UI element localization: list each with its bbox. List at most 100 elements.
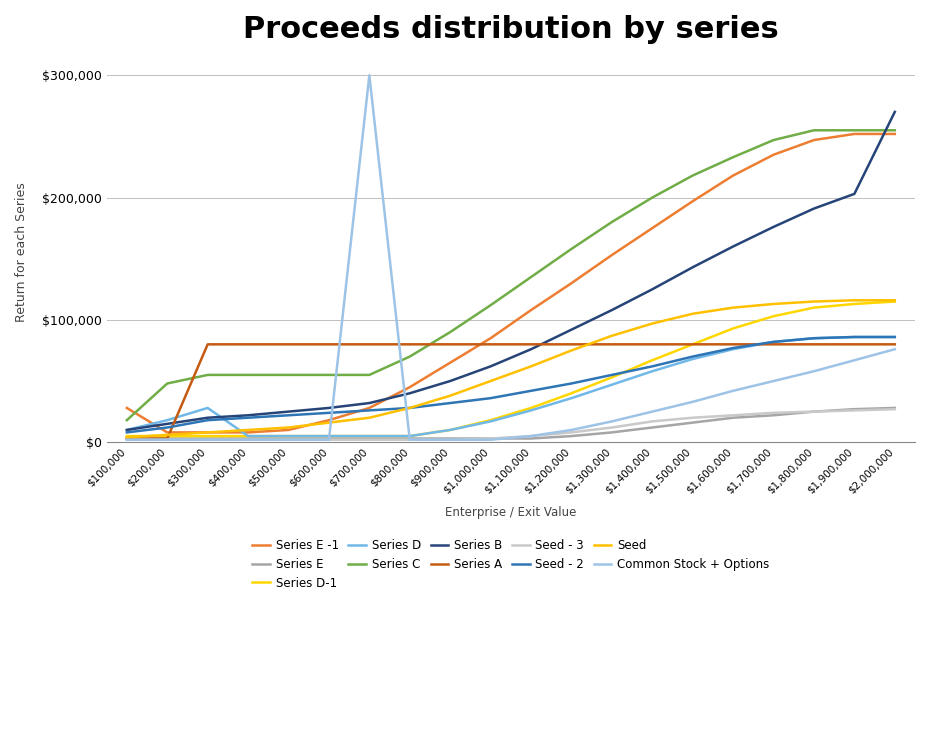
Common Stock + Options	[445, 435, 456, 444]
Series E -1	[606, 251, 618, 260]
Series B	[485, 362, 497, 370]
Line: Series C: Series C	[126, 130, 895, 420]
Series D-1	[485, 416, 497, 424]
Series E -1	[364, 404, 375, 412]
Series E -1	[889, 130, 900, 139]
Series D	[202, 404, 213, 412]
Series A	[808, 340, 819, 349]
Seed - 3	[525, 431, 537, 440]
Common Stock + Options	[324, 435, 335, 444]
Series D-1	[565, 388, 577, 398]
Series C	[768, 136, 779, 145]
Line: Seed - 3: Seed - 3	[126, 410, 895, 440]
Series E	[889, 404, 900, 412]
Series E -1	[808, 136, 819, 145]
Seed - 3	[324, 435, 335, 444]
Seed - 2	[162, 423, 173, 432]
Series D-1	[445, 425, 456, 434]
Seed - 3	[485, 434, 497, 443]
Seed - 3	[283, 435, 294, 444]
Series D-1	[606, 373, 618, 382]
Common Stock + Options	[121, 435, 132, 444]
Series E	[687, 418, 698, 427]
Line: Series D: Series D	[126, 337, 895, 436]
Seed - 3	[849, 406, 860, 415]
Series B	[808, 204, 819, 213]
Seed - 3	[162, 435, 173, 444]
Seed - 3	[202, 435, 213, 444]
Line: Series E -1: Series E -1	[126, 134, 895, 433]
Series E	[646, 423, 658, 432]
Series E -1	[121, 404, 132, 412]
Seed - 3	[889, 405, 900, 414]
Series E -1	[768, 150, 779, 159]
Series A	[202, 340, 213, 349]
Series C	[121, 416, 132, 424]
Series B	[768, 223, 779, 232]
Series E -1	[687, 196, 698, 206]
Series B	[727, 242, 738, 251]
Seed - 2	[243, 413, 254, 422]
Series A	[405, 340, 416, 349]
Series D-1	[646, 356, 658, 364]
Series E	[405, 434, 416, 443]
Series B	[565, 326, 577, 334]
Series A	[525, 340, 537, 349]
Series E	[243, 434, 254, 443]
Series D-1	[687, 340, 698, 349]
Series E -1	[162, 428, 173, 437]
Seed	[525, 362, 537, 370]
Seed - 2	[525, 386, 537, 395]
Series E	[485, 434, 497, 443]
Series A	[243, 340, 254, 349]
Seed - 2	[405, 404, 416, 412]
Series E	[768, 411, 779, 420]
Series B	[364, 398, 375, 407]
Seed - 2	[485, 394, 497, 403]
Series C	[485, 301, 497, 310]
Seed	[243, 425, 254, 434]
Seed - 2	[565, 379, 577, 388]
Series A	[606, 340, 618, 349]
Series C	[405, 352, 416, 361]
Seed - 2	[324, 408, 335, 417]
Series D	[646, 367, 658, 376]
Series E	[283, 434, 294, 443]
Series B	[405, 388, 416, 398]
Series D-1	[121, 431, 132, 440]
Common Stock + Options	[283, 435, 294, 444]
Common Stock + Options	[687, 398, 698, 406]
Series D	[364, 431, 375, 440]
Series C	[445, 328, 456, 337]
Series D-1	[727, 324, 738, 333]
Series A	[727, 340, 738, 349]
Common Stock + Options	[849, 356, 860, 364]
Seed - 2	[727, 344, 738, 352]
Series C	[364, 370, 375, 380]
Series E	[727, 413, 738, 422]
Series D-1	[162, 431, 173, 440]
Seed - 3	[687, 413, 698, 422]
Series D-1	[808, 303, 819, 312]
Series C	[565, 244, 577, 254]
Seed - 3	[364, 435, 375, 444]
Series E -1	[202, 428, 213, 437]
X-axis label: Enterprise / Exit Value: Enterprise / Exit Value	[445, 506, 577, 519]
Series E -1	[445, 358, 456, 368]
Series E -1	[727, 171, 738, 180]
Seed - 2	[283, 411, 294, 420]
Seed - 3	[405, 435, 416, 444]
Seed	[121, 433, 132, 442]
Series B	[889, 107, 900, 116]
Series B	[202, 413, 213, 422]
Series A	[646, 340, 658, 349]
Seed	[889, 296, 900, 304]
Seed - 2	[606, 370, 618, 380]
Seed - 2	[808, 334, 819, 343]
Title: Proceeds distribution by series: Proceeds distribution by series	[243, 15, 778, 44]
Line: Series E: Series E	[126, 408, 895, 439]
Seed - 3	[768, 408, 779, 417]
Series E -1	[525, 305, 537, 314]
Common Stock + Options	[889, 345, 900, 354]
Seed - 2	[445, 398, 456, 407]
